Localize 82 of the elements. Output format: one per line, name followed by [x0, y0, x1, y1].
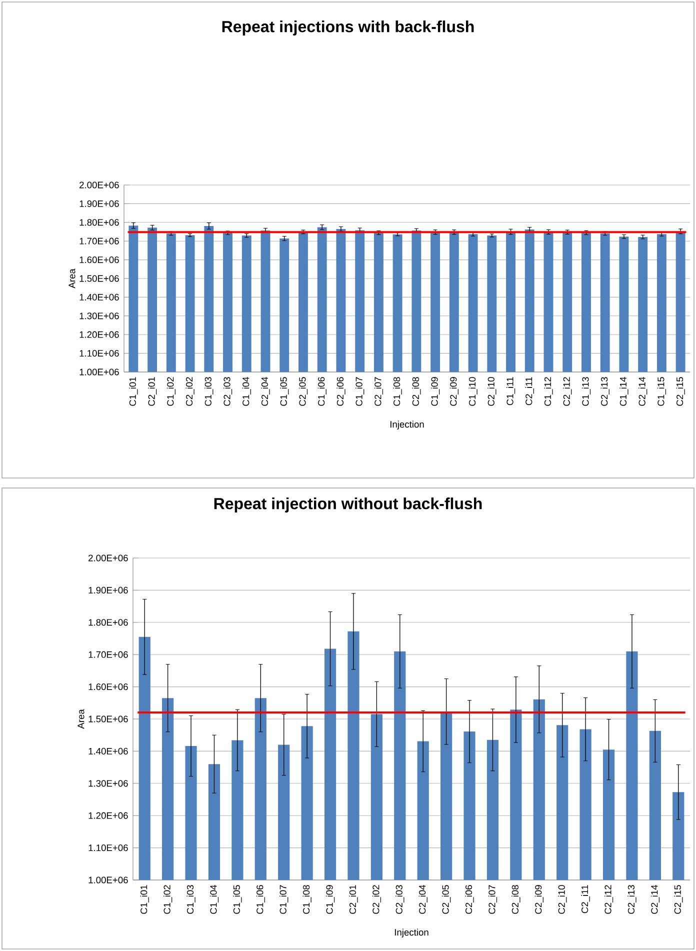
y-tick-label: 1.30E+06 — [80, 312, 119, 320]
x-axis-title: Injection — [390, 420, 424, 430]
x-tick-label: C2_i08 — [412, 377, 421, 406]
x-tick-label: C2_i01 — [349, 885, 358, 914]
x-tick-label: C2_i05 — [298, 377, 308, 406]
x-tick-label: C2_i06 — [465, 885, 474, 914]
x-tick-label: C2_i09 — [534, 885, 544, 914]
y-tick-label: 1.40E+06 — [80, 294, 119, 300]
x-tick-label: C2_i02 — [186, 377, 194, 406]
x-tick-label: C2_i03 — [223, 377, 232, 406]
x-tick-label: C1_i04 — [210, 884, 219, 914]
y-tick-label: 1.60E+06 — [80, 256, 119, 264]
x-tick-label: C1_i01 — [129, 377, 138, 406]
x-tick-label: C1_i07 — [280, 885, 288, 914]
y-tick-label: 1.20E+06 — [80, 331, 119, 338]
y-tick-label: 1.90E+06 — [80, 200, 119, 207]
x-tick-label: C2_i03 — [396, 885, 404, 914]
x-tick-label: C1_i12 — [544, 377, 553, 406]
x-tick-label: C2_i13 — [600, 377, 610, 406]
x-tick-label: C1_i06 — [318, 377, 326, 406]
x-tick-label: C2_i07 — [374, 377, 384, 406]
x-tick-label: C2_i01 — [148, 377, 157, 406]
x-tick-label: C1_i11 — [506, 377, 516, 406]
x-tick-label: C1_i09 — [326, 885, 335, 914]
x-tick-label: C1_i05 — [280, 377, 289, 406]
x-tick-label: C1_i02 — [164, 885, 172, 914]
x-tick-label: C2_i15 — [676, 377, 685, 406]
x-tick-label: C1_i04 — [242, 376, 251, 406]
y-tick-label: 1.00E+06 — [80, 368, 119, 376]
y-tick-label: 1.90E+06 — [88, 586, 128, 594]
x-tick-label: C2_i10 — [558, 885, 567, 914]
x-tick-label: C1_i08 — [302, 885, 312, 914]
x-tick-label: C1_i14 — [620, 376, 628, 406]
y-tick-label: 1.00E+06 — [88, 876, 128, 884]
x-tick-label: C2_i07 — [488, 885, 498, 914]
x-axis-title: Injection — [394, 928, 428, 938]
x-tick-label: C2_i12 — [604, 885, 614, 914]
y-tick-label: 1.20E+06 — [88, 812, 128, 819]
x-tick-label: C2_i14 — [638, 376, 648, 406]
x-tick-label: C2_i15 — [674, 885, 683, 914]
y-tick-label: 1.10E+06 — [80, 350, 119, 357]
x-tick-label: C2_i06 — [336, 377, 346, 406]
x-tick-label: C2_i11 — [525, 377, 534, 406]
y-tick-label: 1.10E+06 — [88, 844, 128, 852]
x-tick-label: C1_i05 — [233, 885, 242, 914]
x-tick-label: C2_i13 — [628, 885, 636, 914]
y-tick-label: 1.30E+06 — [88, 780, 128, 787]
y-tick-label: 1.80E+06 — [88, 619, 128, 626]
x-tick-label: C1_i09 — [430, 377, 440, 406]
y-tick-label: 1.50E+06 — [88, 716, 128, 722]
y-tick-label: 1.70E+06 — [88, 651, 128, 658]
x-tick-label: C1_i10 — [468, 377, 478, 406]
x-tick-label: C2_i05 — [442, 885, 451, 914]
y-tick-label: 1.80E+06 — [80, 219, 119, 226]
y-axis-title: Area — [78, 709, 84, 729]
x-tick-label: C2_i10 — [488, 377, 496, 406]
x-tick-label: C2_i02 — [372, 885, 381, 914]
x-tick-label: C1_i03 — [204, 377, 214, 406]
y-tick-label: 2.00E+06 — [80, 182, 119, 188]
x-tick-label: C2_i04 — [418, 884, 428, 914]
x-tick-label: C1_i07 — [356, 377, 364, 406]
x-tick-label: C1_i08 — [393, 377, 402, 406]
x-tick-label: C1_i03 — [186, 885, 196, 914]
x-tick-label: C2_i08 — [512, 885, 520, 914]
y-tick-label: 1.70E+06 — [80, 238, 119, 244]
chart-title: Repeat injection without back-flush — [214, 498, 482, 512]
x-tick-label: C2_i11 — [581, 885, 590, 914]
x-tick-label: C1_i01 — [140, 885, 149, 914]
y-tick-label: 1.50E+06 — [80, 275, 119, 282]
x-tick-label: C2_i04 — [261, 376, 270, 406]
x-tick-label: C2_i14 — [650, 884, 660, 914]
x-tick-label: C1_i02 — [166, 377, 176, 406]
y-tick-label: 1.40E+06 — [88, 748, 128, 754]
y-tick-label: 1.60E+06 — [88, 684, 128, 690]
x-tick-label: C2_i12 — [563, 377, 572, 406]
x-tick-label: C1_i06 — [256, 885, 265, 914]
y-tick-label: 2.00E+06 — [88, 554, 128, 562]
chart-title: Repeat injections with back-flush — [222, 20, 474, 36]
x-tick-label: C1_i15 — [657, 377, 666, 406]
x-tick-label: C1_i13 — [582, 377, 591, 406]
y-axis-title: Area — [68, 268, 76, 288]
x-tick-label: C2_i09 — [450, 377, 458, 406]
